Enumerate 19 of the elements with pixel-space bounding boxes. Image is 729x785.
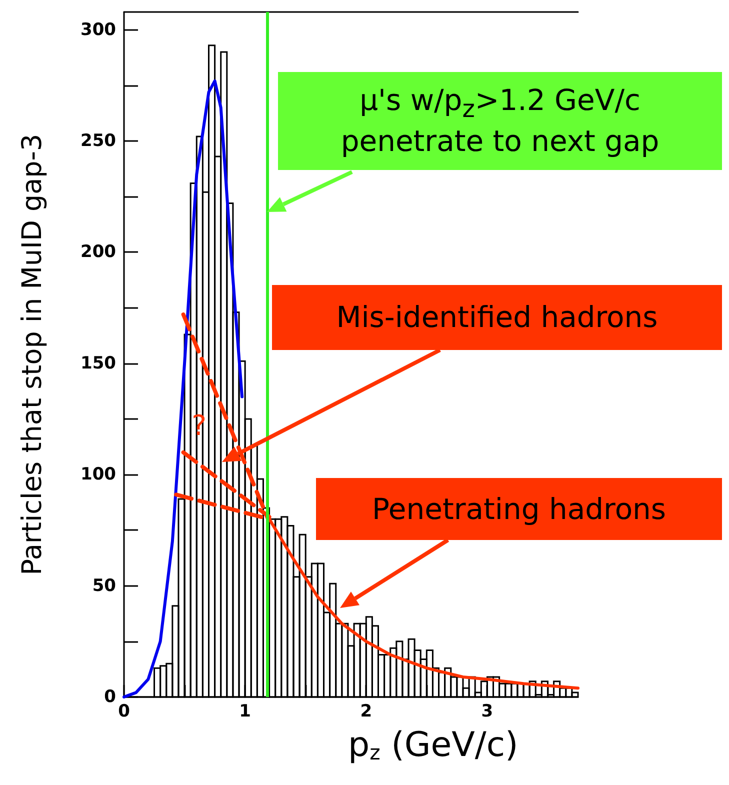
- x-tick-label: 3: [481, 702, 494, 722]
- y-axis-title: Particles that stop in MuID gap-3: [17, 134, 48, 576]
- callout-box: Mis-identified hadrons: [272, 285, 722, 350]
- annotation: Mis-identified hadrons: [336, 300, 658, 335]
- annotation: μ's w/p$_{z}$>1.2 GeV/c penetrate to next gap: [340, 83, 660, 159]
- y-tick-label: 150: [80, 353, 116, 374]
- x-tick-label: 1: [239, 702, 251, 722]
- x-tick-label: 0: [118, 702, 130, 722]
- y-tick-label: 100: [80, 464, 116, 485]
- x-tick-label: 2: [360, 702, 372, 722]
- y-tick-label: 300: [80, 20, 116, 40]
- y-tick-label: 50: [92, 576, 116, 596]
- callout-box: μ's w/p$_{z}$>1.2 GeV/c penetrate to next gap: [278, 72, 722, 170]
- y-tick-label: 200: [80, 242, 116, 262]
- annotation: Penetrating hadrons: [372, 492, 666, 526]
- callout-box: Penetrating hadrons: [316, 478, 722, 540]
- y-tick-label: 0: [104, 687, 116, 707]
- x-axis-title: pz (GeV/c): [348, 725, 518, 765]
- y-tick-label: 250: [80, 130, 116, 151]
